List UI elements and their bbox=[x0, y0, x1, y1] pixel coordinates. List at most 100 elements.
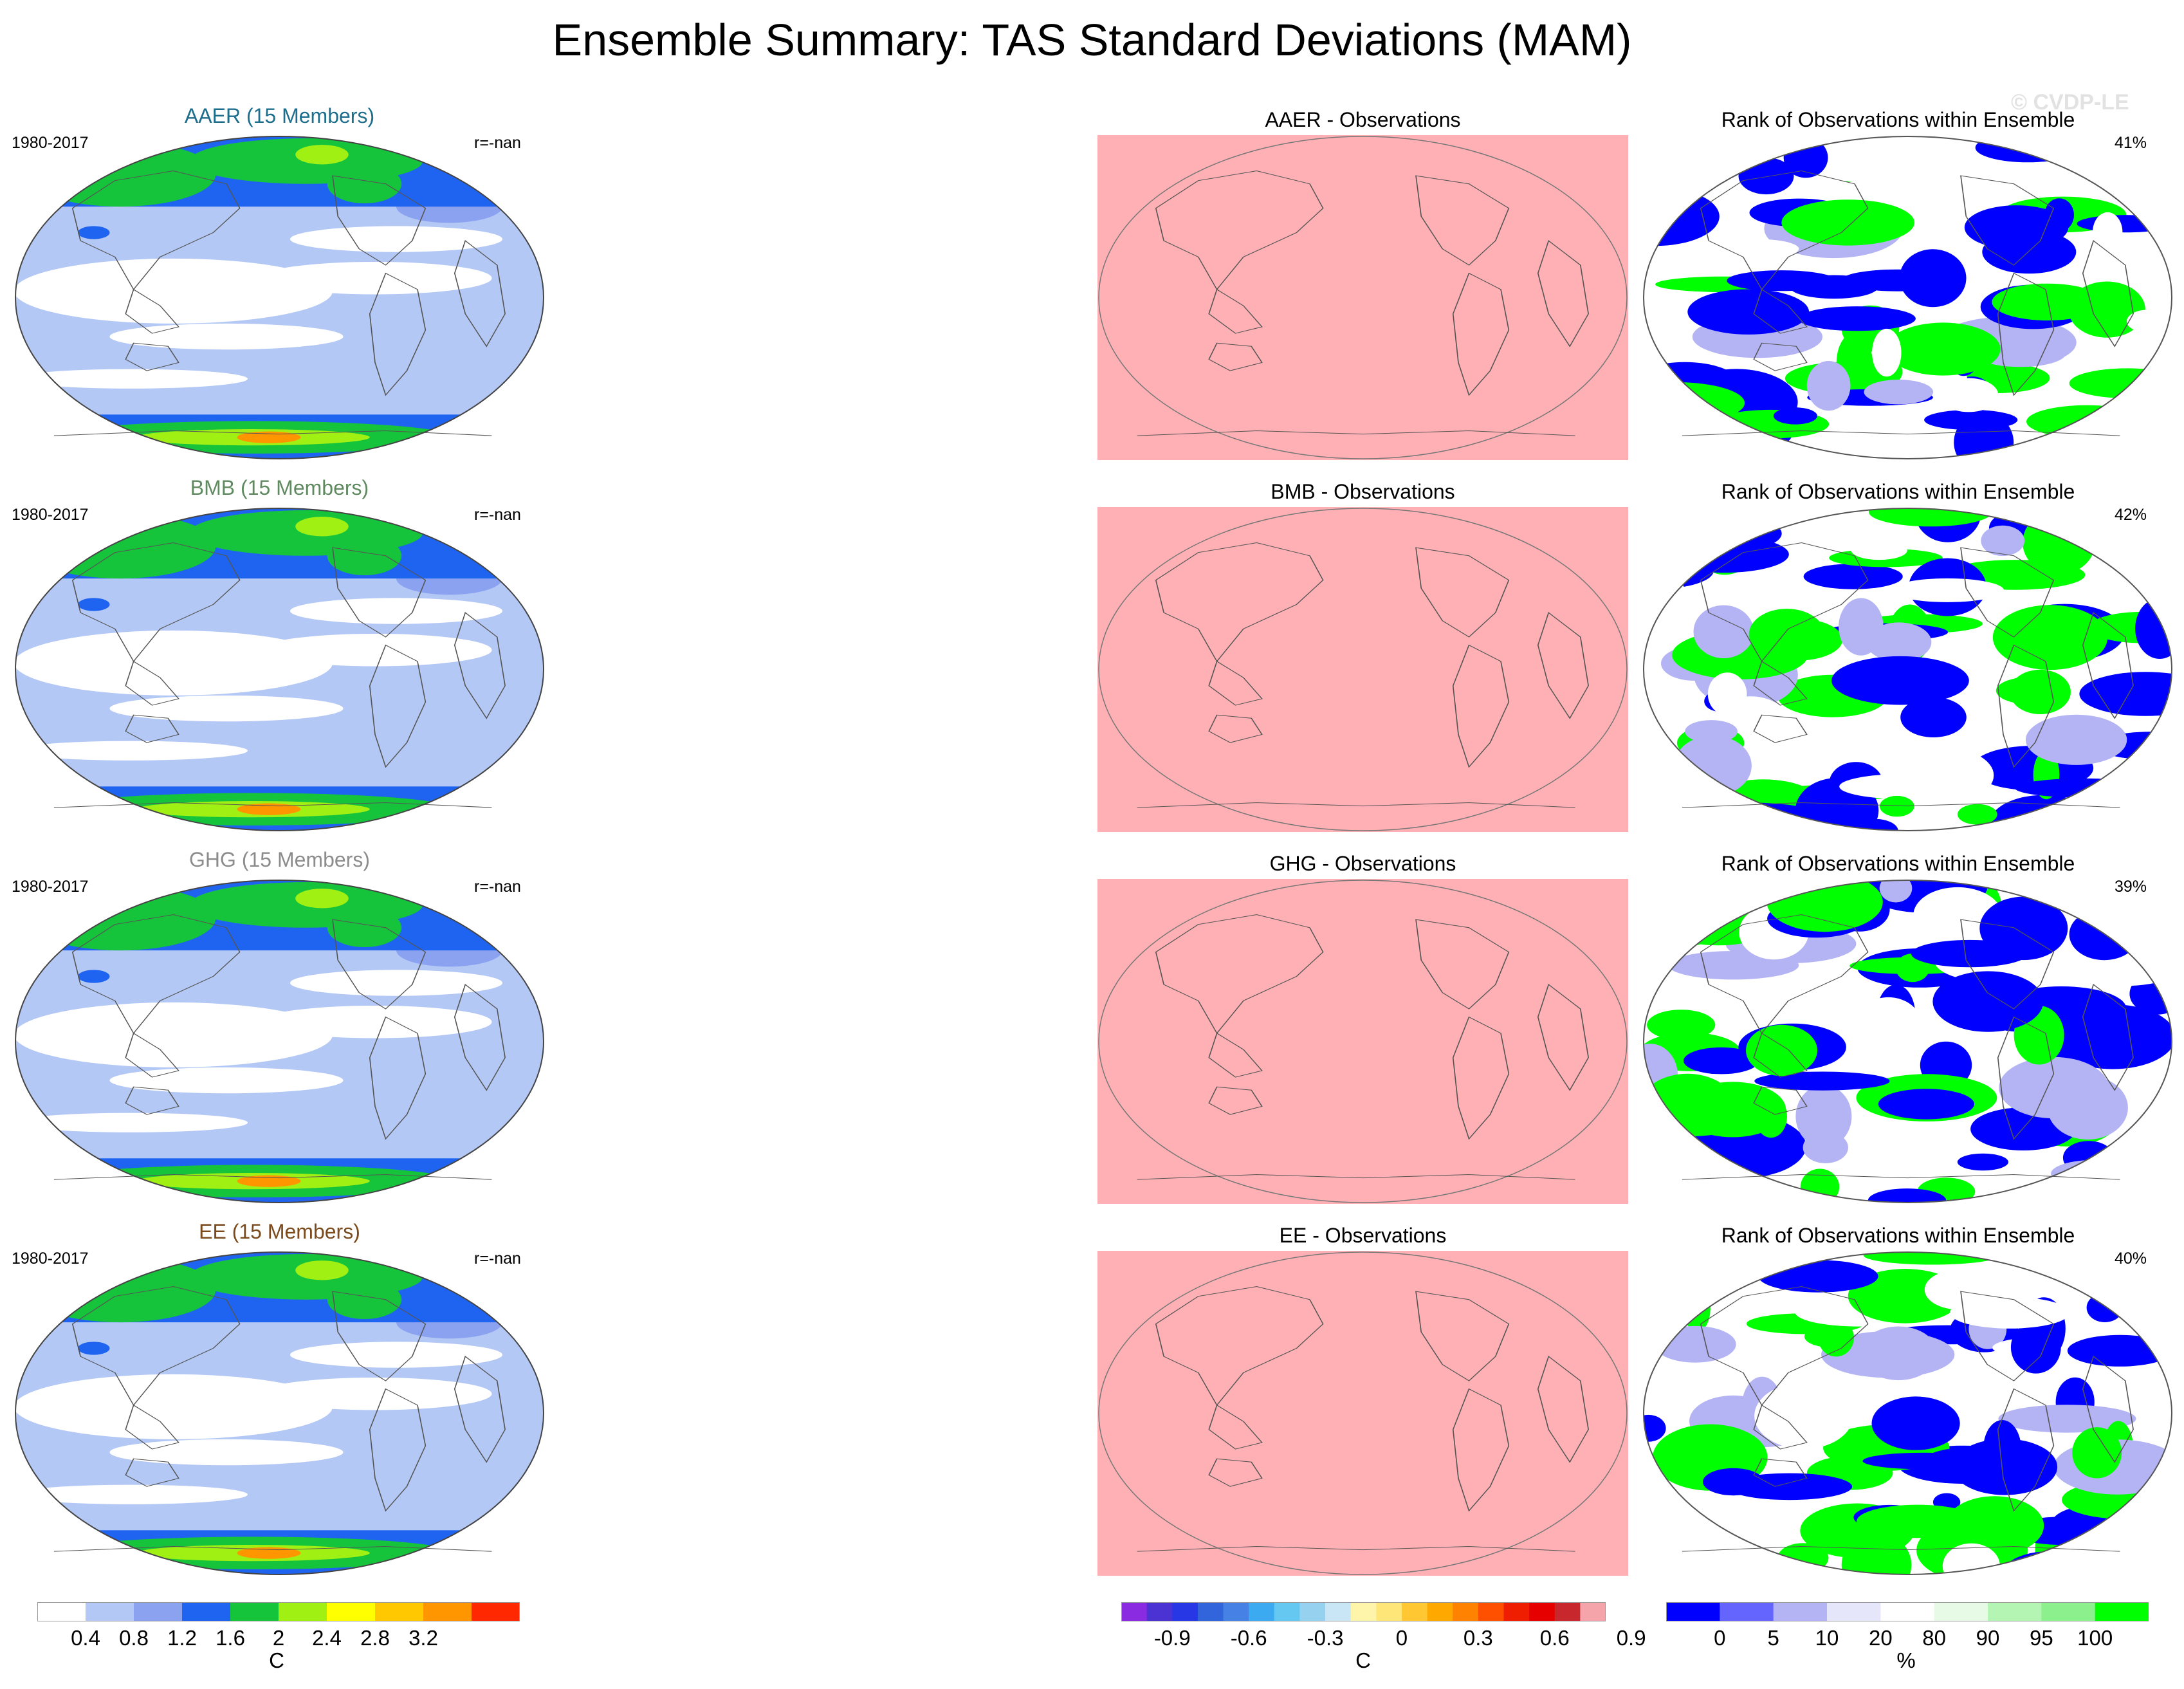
rank-blob bbox=[1773, 407, 1817, 425]
colorbar-swatch bbox=[1827, 1602, 1881, 1621]
contour-region bbox=[258, 1377, 492, 1410]
coastline bbox=[1537, 983, 1589, 1091]
rank-panel bbox=[1642, 1251, 2173, 1576]
coastline bbox=[71, 542, 241, 663]
difference-map bbox=[1097, 507, 1628, 832]
colorbar-swatch bbox=[1172, 1602, 1198, 1621]
contour-region bbox=[237, 803, 301, 815]
colorbar-swatch bbox=[1121, 1602, 1148, 1621]
rank-blob bbox=[2066, 806, 2092, 830]
rank-blob bbox=[1982, 230, 2077, 274]
colorbar-tick-label: 3.2 bbox=[408, 1626, 438, 1650]
colorbar-swatch bbox=[86, 1602, 134, 1621]
colorbar-tick-label: 20 bbox=[1868, 1626, 1893, 1650]
rank-blob bbox=[2080, 1166, 2122, 1199]
rank-blob bbox=[1644, 1280, 1703, 1318]
contour-region bbox=[15, 258, 333, 324]
coastline bbox=[125, 660, 179, 706]
coastline bbox=[1997, 1016, 2055, 1140]
rank-blob bbox=[1868, 508, 1992, 527]
rank-map bbox=[1643, 508, 2172, 831]
rank-blob bbox=[1674, 735, 1752, 797]
colorbar-swatch bbox=[1401, 1602, 1428, 1621]
colorbar-swatch bbox=[134, 1602, 183, 1621]
rank-blob bbox=[2142, 894, 2172, 946]
rank-blob bbox=[2072, 1427, 2122, 1479]
coastline bbox=[1155, 171, 1324, 291]
rank-blob bbox=[2047, 1076, 2128, 1140]
rank-blob bbox=[1754, 1071, 1890, 1091]
coastline bbox=[1452, 1388, 1510, 1512]
coastline bbox=[1960, 919, 2055, 1010]
contour-region bbox=[327, 536, 402, 576]
coastline bbox=[1415, 547, 1510, 638]
colorbar-swatch bbox=[1529, 1602, 1555, 1621]
contour-region bbox=[15, 1112, 248, 1132]
contour-region bbox=[295, 1260, 349, 1280]
coastline bbox=[1452, 644, 1510, 768]
colorbar-swatch bbox=[1274, 1602, 1300, 1621]
ensemble-title: EE (15 Members) bbox=[199, 1220, 360, 1243]
diff-title: BMB - Observations bbox=[1271, 480, 1455, 503]
colorbar-swatch bbox=[1325, 1602, 1352, 1621]
colorbar-swatch bbox=[1299, 1602, 1326, 1621]
rank-title: Rank of Observations within Ensemble bbox=[1721, 480, 2075, 503]
rank-map bbox=[1643, 1251, 2172, 1575]
rank-blob bbox=[1860, 1326, 1938, 1381]
colorbar-tick-label: 1.2 bbox=[167, 1626, 197, 1650]
difference-map bbox=[1097, 879, 1628, 1204]
map-fill bbox=[1097, 1251, 1628, 1576]
rank-blob bbox=[1647, 1010, 1716, 1040]
colorbar bbox=[1666, 1602, 2149, 1621]
contour-region bbox=[15, 1484, 248, 1504]
period-label: 1980-2017 bbox=[12, 506, 89, 524]
rank-blob bbox=[1979, 896, 2068, 961]
coastline bbox=[1753, 1404, 1808, 1450]
coastline bbox=[332, 919, 427, 1010]
correlation-label: r=-nan bbox=[474, 506, 521, 524]
correlation-label: r=-nan bbox=[474, 134, 521, 152]
rank-blob bbox=[1867, 1188, 1947, 1203]
rank-percent: 42% bbox=[2115, 506, 2147, 524]
period-label: 1980-2017 bbox=[12, 878, 89, 896]
std-map bbox=[15, 508, 544, 831]
coastline bbox=[1997, 644, 2055, 768]
coastline bbox=[1415, 175, 1510, 266]
rank-blob bbox=[1851, 540, 1907, 560]
contour-region bbox=[15, 1002, 333, 1067]
std-map bbox=[15, 136, 544, 459]
colorbar-swatch bbox=[1376, 1602, 1402, 1621]
difference-map bbox=[1097, 1251, 1628, 1576]
rank-blob bbox=[1992, 283, 2104, 321]
rank-blob bbox=[1800, 1168, 1840, 1203]
colorbar-tick-label: 2 bbox=[272, 1626, 285, 1650]
rank-percent: 41% bbox=[2115, 134, 2147, 152]
coastline bbox=[332, 547, 427, 638]
coastline bbox=[1452, 272, 1510, 396]
diff-panel bbox=[1097, 879, 1628, 1204]
diff-panel bbox=[1097, 507, 1628, 832]
rank-blob bbox=[1857, 1504, 1979, 1538]
rank-blob bbox=[1899, 249, 1967, 308]
rank-panel bbox=[1642, 879, 2173, 1204]
colorbar-swatch bbox=[279, 1602, 327, 1621]
colorbar-tick-label: 10 bbox=[1815, 1626, 1839, 1650]
rank-blob bbox=[1831, 656, 1969, 705]
colorbar-swatch bbox=[182, 1602, 231, 1621]
rank-blob bbox=[1900, 697, 1967, 737]
contour-region bbox=[15, 630, 333, 696]
contour-region bbox=[295, 517, 349, 537]
colorbar-swatch bbox=[1350, 1602, 1377, 1621]
rank-blob bbox=[1777, 1543, 1829, 1573]
rank-blob bbox=[1727, 270, 1837, 291]
coastline bbox=[1208, 1404, 1263, 1450]
colorbar-tick-label: 100 bbox=[2077, 1626, 2113, 1650]
coastline bbox=[1137, 430, 1575, 436]
coastline bbox=[1155, 914, 1324, 1035]
contour-region bbox=[258, 261, 492, 295]
coastline bbox=[1960, 547, 2055, 638]
rank-blob bbox=[2140, 527, 2172, 545]
rank-blob bbox=[1675, 1161, 1739, 1203]
coastline bbox=[125, 342, 179, 371]
rank-blob bbox=[1945, 1496, 2044, 1555]
